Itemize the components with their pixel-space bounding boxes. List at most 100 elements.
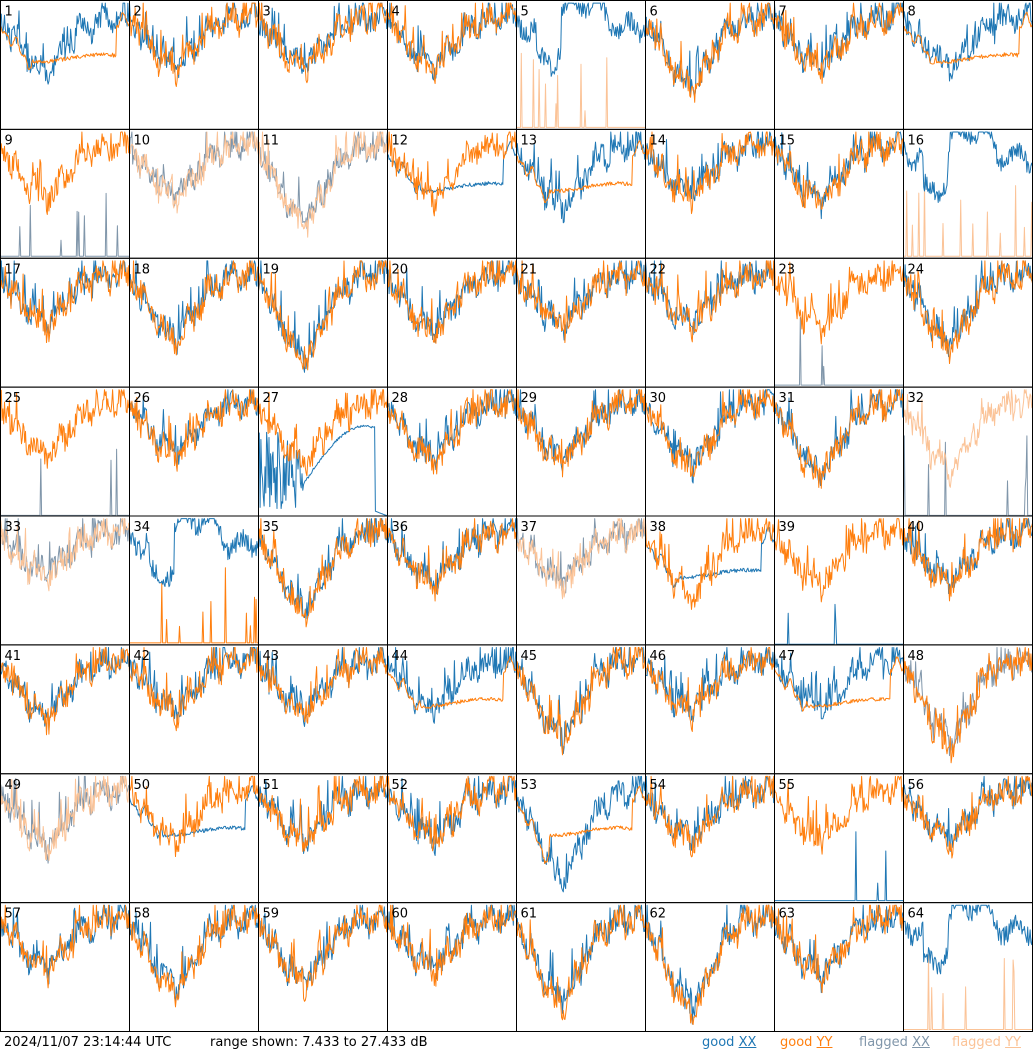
series-xx-line (258, 260, 388, 373)
series-yy-line (0, 646, 130, 736)
antenna-panel-31: 31 (774, 386, 904, 517)
series-xx-line (387, 646, 517, 724)
antenna-panel-37: 37 (516, 515, 646, 646)
series-yy-line (387, 655, 517, 711)
panel-label: 61 (521, 907, 538, 922)
series-xx-line (129, 131, 259, 207)
panel-label: 54 (650, 778, 667, 793)
series-yy-line (258, 260, 388, 371)
series-yy-line (516, 904, 646, 1021)
antenna-panel-2: 2 (129, 0, 259, 130)
legend-pol: XX (912, 1035, 930, 1050)
panel-frame (516, 386, 646, 517)
antenna-panel-11: 11 (258, 128, 388, 259)
panel-label: 12 (392, 133, 409, 148)
antenna-panel-9: 9 (0, 128, 130, 259)
series-yy-line (0, 775, 130, 861)
series-xx-line (645, 131, 775, 202)
panel-label: 19 (263, 262, 280, 277)
series-yy-line (129, 389, 259, 472)
footer: 2024/11/07 23:14:44 UTC range shown: 7.4… (0, 1032, 1033, 1053)
series-yy-line (258, 389, 388, 477)
panel-frame (129, 773, 259, 904)
panel-label: 45 (521, 649, 538, 664)
series-xx-line (645, 2, 775, 97)
series-xx-line (645, 646, 775, 723)
panel-label: 26 (134, 391, 151, 406)
antenna-panel-43: 43 (258, 644, 388, 775)
antenna-panel-5: 5 (516, 0, 646, 130)
series-xx-line (903, 518, 1033, 595)
series-yy-line (645, 131, 775, 215)
series-yy-line (903, 181, 1033, 257)
antenna-panel-56: 56 (903, 773, 1033, 904)
panel-label: 6 (650, 5, 658, 20)
series-xx-line (903, 904, 1033, 975)
panel-label: 42 (134, 649, 151, 664)
antenna-panel-20: 20 (387, 257, 517, 388)
legend-word: good (702, 1035, 735, 1050)
antenna-panel-21: 21 (516, 257, 646, 388)
panel-label: 39 (779, 520, 796, 535)
antenna-panel-8: 8 (903, 0, 1033, 130)
panel-label: 4 (392, 5, 400, 20)
series-yy-line (774, 904, 904, 994)
series-yy-line (774, 131, 904, 210)
panel-label: 37 (521, 520, 538, 535)
series-yy-line (129, 775, 259, 858)
series-xx-line (0, 518, 130, 585)
legend-word: good (780, 1035, 813, 1050)
panel-label: 53 (521, 778, 538, 793)
series-yy-line (774, 518, 904, 603)
panel-label: 58 (134, 907, 151, 922)
panel-label: 38 (650, 520, 667, 535)
panel-label: 51 (263, 778, 280, 793)
panel-label: 10 (134, 133, 151, 148)
antenna-panel-17: 17 (0, 257, 130, 388)
antenna-panel-25: 25 (0, 386, 130, 517)
panel-label: 44 (392, 649, 409, 664)
panel-label: 30 (650, 391, 667, 406)
panel-label: 47 (779, 649, 796, 664)
legend-pol: YY (1005, 1035, 1021, 1050)
series-yy-line (0, 389, 130, 469)
antenna-panel-61: 61 (516, 902, 646, 1032)
series-yy-line (516, 260, 646, 344)
legend-pol: YY (816, 1035, 833, 1050)
series-yy-line (645, 646, 775, 732)
series-xx-line (903, 260, 1033, 358)
antenna-panel-6: 6 (645, 0, 775, 130)
panel-label: 59 (263, 907, 280, 922)
antenna-panel-60: 60 (387, 902, 517, 1032)
antenna-panel-64: 64 (903, 902, 1033, 1032)
panel-label: 60 (392, 907, 409, 922)
panel-label: 57 (5, 907, 22, 922)
legend-flagged-yy: flagged YY (952, 1032, 1021, 1053)
antenna-panel-29: 29 (516, 386, 646, 517)
series-yy-line (516, 518, 646, 600)
series-yy-line (645, 389, 775, 478)
series-xx-line (903, 131, 1033, 203)
panel-label: 9 (5, 133, 13, 148)
antenna-panel-36: 36 (387, 515, 517, 646)
antenna-panel-35: 35 (258, 515, 388, 646)
series-xx-line (0, 192, 130, 257)
antenna-panel-58: 58 (129, 902, 259, 1032)
panel-frame (0, 257, 130, 388)
series-yy-line (516, 52, 646, 128)
panel-label: 48 (908, 649, 925, 664)
panel-label: 41 (5, 649, 22, 664)
panel-label: 33 (5, 520, 22, 535)
series-xx-line (0, 2, 130, 85)
panel-label: 28 (392, 391, 409, 406)
panel-label: 50 (134, 778, 151, 793)
series-yy-line (645, 904, 775, 1026)
panel-label: 56 (908, 778, 925, 793)
series-yy-line (387, 2, 517, 84)
antenna-panel-27: 27 (258, 386, 388, 517)
series-yy-line (387, 775, 517, 852)
antenna-panel-24: 24 (903, 257, 1033, 388)
panel-label: 1 (5, 5, 13, 20)
panel-label: 17 (5, 262, 22, 277)
panel-label: 24 (908, 262, 925, 277)
